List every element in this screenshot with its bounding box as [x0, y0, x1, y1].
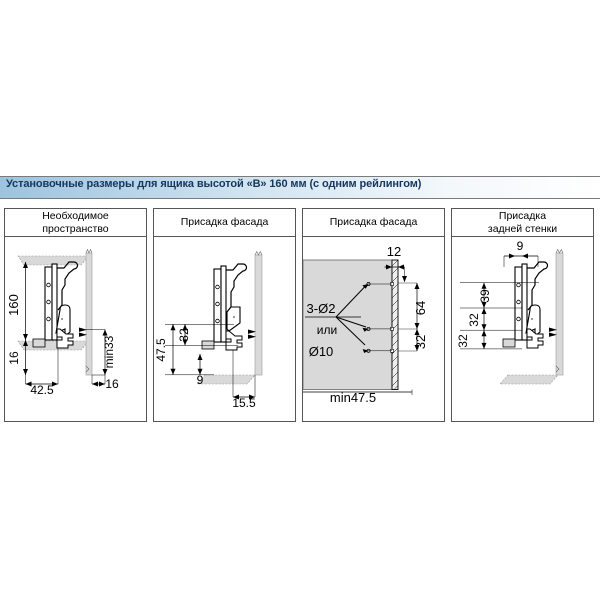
svg-text:32: 32 — [467, 313, 481, 327]
svg-text:64: 64 — [413, 301, 428, 315]
svg-text:Ø10: Ø10 — [309, 344, 334, 359]
svg-text:16: 16 — [105, 377, 119, 391]
svg-text:min47.5: min47.5 — [330, 390, 376, 405]
svg-text:min33: min33 — [102, 335, 116, 368]
svg-text:32: 32 — [413, 335, 428, 349]
svg-text:9: 9 — [197, 373, 204, 387]
svg-text:12: 12 — [387, 244, 401, 259]
svg-text:или: или — [317, 323, 337, 337]
svg-text:32: 32 — [177, 328, 191, 342]
svg-text:16: 16 — [7, 351, 21, 365]
svg-text:9: 9 — [517, 239, 524, 253]
svg-text:15.5: 15.5 — [232, 396, 256, 410]
svg-text:39: 39 — [478, 289, 492, 303]
svg-text:32: 32 — [456, 334, 470, 348]
svg-text:47.5: 47.5 — [154, 338, 168, 362]
svg-text:160: 160 — [6, 294, 21, 316]
svg-text:42.5: 42.5 — [30, 383, 54, 397]
svg-text:3-Ø2: 3-Ø2 — [307, 301, 336, 316]
